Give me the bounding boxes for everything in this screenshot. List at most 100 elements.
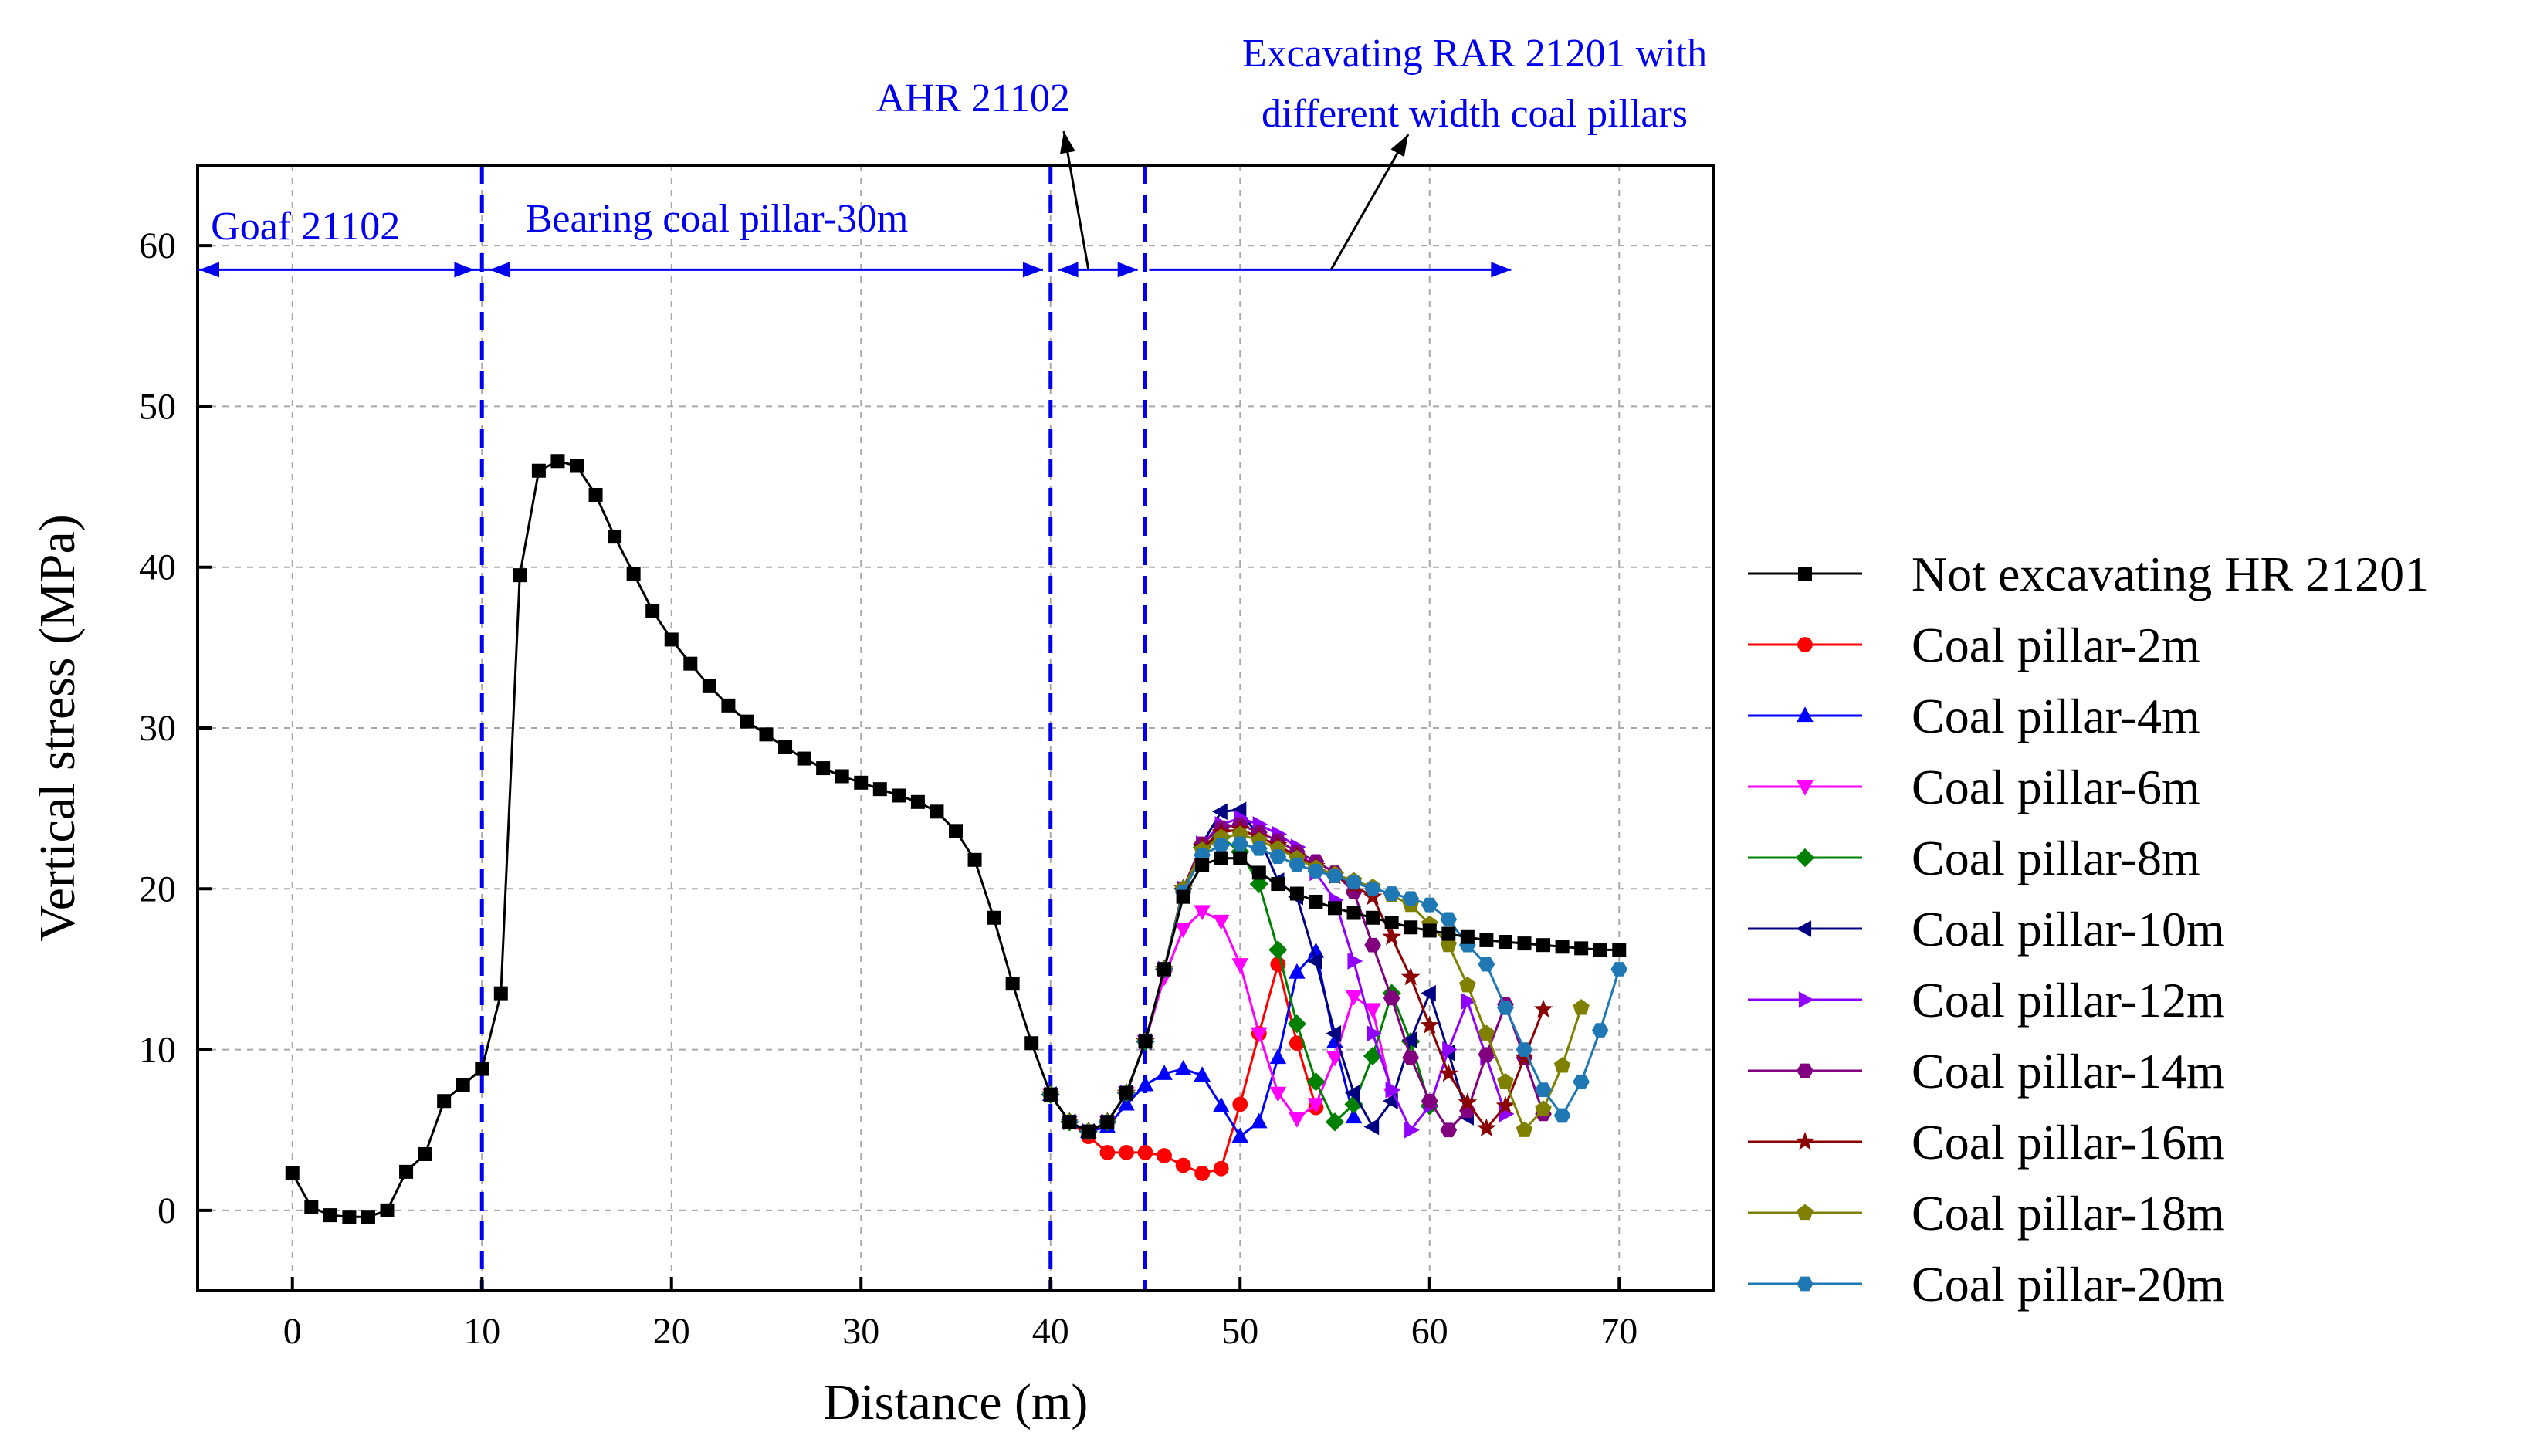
marker-circle [1797,637,1813,652]
axis-ticks: 0 10 20 30 40 50 60 70 0 10 20 30 40 50 60 [139,225,1637,1352]
legend-label: Coal pillar-6m [1912,760,2200,814]
marker-triangle-up [1797,706,1814,723]
marker-hexagon [1383,886,1400,901]
annotations: Goaf 21102 Bearing coal pillar-30m AHR 2… [198,32,1707,278]
marker-triangle-down [1212,914,1230,930]
marker-square [1536,938,1551,953]
marker-triangle-left [1421,984,1436,1002]
marker-triangle-left [1231,801,1247,819]
marker-hexagon [1345,875,1363,890]
marker-square [721,698,736,713]
annotation-excavating-line2: different width coal pillars [1262,92,1688,136]
marker-triangle-up [1194,1066,1211,1082]
marker-square [778,740,793,754]
marker-square [683,656,698,671]
marker-square [1195,858,1210,872]
marker-triangle-left [1401,1031,1417,1048]
marker-square [702,679,716,693]
marker-square [872,782,887,797]
marker-hexagon [1535,1082,1552,1097]
x-tick-label: 70 [1600,1311,1637,1352]
marker-pentagon [1497,1072,1514,1089]
marker-square [1384,916,1399,930]
legend-label: Coal pillar-14m [1912,1044,2225,1099]
marker-square [1289,886,1304,901]
annotation-ahr: AHR 21102 [876,76,1070,120]
marker-square [1346,906,1361,920]
marker-square [1460,929,1475,944]
marker-triangle-up [1136,1075,1154,1092]
legend-entry: Not excavating HR 21201 [1748,547,2429,601]
marker-diamond [1268,940,1288,960]
marker-square [1005,977,1020,991]
marker-triangle-down [1326,1051,1343,1067]
marker-star [1795,1131,1815,1150]
marker-circle [1194,1166,1211,1181]
y-tick-label: 30 [139,708,176,749]
legend-label: Coal pillar-12m [1912,973,2225,1028]
x-tick-label: 10 [463,1311,500,1352]
marker-triangle-up [1212,1096,1230,1112]
marker-square [645,603,660,618]
marker-square [418,1146,432,1161]
marker-square [399,1164,414,1179]
legend-label: Coal pillar-4m [1912,689,2200,743]
marker-triangle-right [1367,1024,1382,1042]
y-tick-label: 50 [139,386,176,427]
marker-hexagon [1402,1050,1419,1065]
marker-triangle-right [1385,1081,1401,1099]
marker-circle [1157,1148,1172,1163]
marker-star [1476,1118,1496,1137]
marker-triangle-down [1251,1027,1268,1043]
marker-square [380,1203,395,1217]
marker-pentagon [1478,1024,1495,1041]
y-axis-title: Vertical stress (MPa) [29,514,86,942]
marker-triangle-right [1442,1041,1458,1058]
marker-square [797,751,811,766]
marker-diamond [1287,1014,1307,1034]
marker-triangle-down [1174,923,1192,939]
marker-hexagon [1251,841,1268,856]
marker-hexagon [1269,849,1287,864]
marker-square [531,463,546,478]
marker-circle [1232,1096,1248,1112]
marker-square [1081,1124,1096,1139]
marker-hexagon [1797,1063,1814,1078]
marker-star [1420,1015,1440,1034]
marker-triangle-down [1231,958,1249,973]
y-tick-label: 60 [139,225,176,266]
marker-triangle-down [1364,1003,1381,1019]
marker-square [513,568,527,583]
marker-circle [1119,1144,1134,1160]
marker-square [1100,1115,1115,1129]
marker-pentagon [1535,1100,1552,1116]
marker-square [550,454,565,469]
marker-star [1495,1095,1516,1115]
legend-entry: Coal pillar-18m [1748,1186,2225,1241]
marker-star [1382,926,1402,946]
marker-square [608,530,622,544]
marker-square [1138,1034,1153,1049]
marker-hexagon [1231,836,1249,852]
marker-triangle-left [1212,803,1228,821]
marker-square [1517,936,1532,951]
marker-square [930,804,944,819]
marker-square [475,1062,489,1076]
arrowhead-right-goaf [454,262,475,278]
marker-circle [1099,1144,1116,1160]
marker-hexagon [1573,1074,1590,1089]
x-tick-label: 40 [1032,1311,1069,1352]
marker-square [1593,943,1607,957]
legend-label: Coal pillar-18m [1912,1186,2225,1241]
marker-triangle-up [1118,1095,1135,1111]
marker-hexagon [1421,1093,1438,1109]
marker-square [1555,940,1570,954]
marker-triangle-up [1251,1112,1268,1129]
legend: Not excavating HR 21201 Coal pillar-2m Coa… [1748,547,2429,1312]
marker-triangle-left [1796,920,1812,937]
annotation-pointer-ahr-head [1060,131,1075,154]
marker-square [1498,935,1512,950]
marker-hexagon [1797,1276,1814,1292]
legend-entry: Coal pillar-4m [1748,689,2200,743]
